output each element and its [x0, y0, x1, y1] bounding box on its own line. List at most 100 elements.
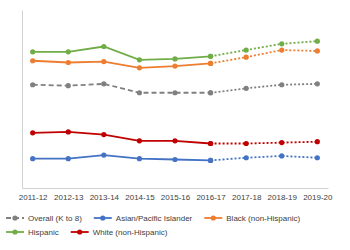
- series-marker: [30, 156, 35, 161]
- series-marker: [66, 60, 71, 65]
- series-line: [33, 46, 211, 59]
- x-tick: 2019-20: [303, 188, 333, 202]
- series-line: [211, 84, 318, 93]
- series-marker: [279, 82, 284, 87]
- x-tick-label: 2013-14: [90, 193, 120, 202]
- series-line: [33, 84, 211, 93]
- x-tick: 2016-17: [196, 188, 226, 202]
- series-marker: [208, 158, 213, 163]
- legend-item: Overall (K to 8): [6, 214, 82, 223]
- series-marker: [244, 86, 249, 91]
- series-marker: [172, 138, 177, 143]
- y-axis-line: [22, 11, 23, 189]
- series-line: [211, 41, 318, 56]
- legend-item: Black (non-Hispanic): [204, 214, 300, 223]
- legend-marker: [12, 215, 17, 220]
- series-marker: [30, 49, 35, 54]
- series-marker: [137, 156, 142, 161]
- x-tick: 2013-14: [90, 188, 120, 202]
- series-marker: [208, 141, 213, 146]
- series-marker: [101, 81, 106, 86]
- series-marker: [208, 61, 213, 66]
- series-marker: [172, 56, 177, 61]
- series-marker: [208, 158, 213, 163]
- series-marker: [208, 54, 213, 59]
- legend: Overall (K to 8) Asian/Pacific Islander Bl…: [6, 214, 300, 237]
- legend-label: Black (non-Hispanic): [226, 214, 300, 223]
- series-line: [211, 156, 318, 160]
- series-marker: [208, 90, 213, 95]
- x-tick-label: 2019-20: [303, 193, 333, 202]
- series-marker: [30, 58, 35, 63]
- series-line: [211, 142, 318, 144]
- x-tick-label: 2018-19: [268, 193, 298, 202]
- series-marker: [137, 90, 142, 95]
- series-line: [33, 132, 211, 144]
- series-marker: [101, 132, 106, 137]
- x-tick-label: 2016-17: [196, 193, 226, 202]
- legend-marker: [77, 229, 82, 234]
- x-tick: 2015-16: [161, 188, 191, 202]
- legend-label: White (non-Hispanic): [93, 228, 168, 237]
- series-marker: [137, 57, 142, 62]
- series-marker: [315, 48, 320, 53]
- series-marker: [244, 55, 249, 60]
- x-axis-line: [23, 188, 329, 189]
- series-marker: [66, 83, 71, 88]
- series-marker: [172, 90, 177, 95]
- series-marker: [101, 59, 106, 64]
- plot: 2011-12 2012-13 2013-14 2014-15 2015-16 2016-…: [19, 11, 333, 202]
- series-marker: [66, 156, 71, 161]
- series-marker: [30, 82, 35, 87]
- series-group: [30, 39, 320, 163]
- series-marker: [279, 153, 284, 158]
- x-tick: 2011-12: [19, 188, 48, 202]
- series-marker: [315, 155, 320, 160]
- legend-item: White (non-Hispanic): [71, 228, 168, 237]
- legend-label: Overall (K to 8): [28, 214, 82, 223]
- series-marker: [66, 129, 71, 134]
- series-marker: [208, 54, 213, 59]
- series-marker: [315, 139, 320, 144]
- series-marker: [279, 140, 284, 145]
- chart: 2011-12 2012-13 2013-14 2014-15 2015-16 2016-…: [0, 0, 350, 250]
- legend-marker: [12, 229, 17, 234]
- series-marker: [279, 47, 284, 52]
- series-marker: [208, 141, 213, 146]
- series-marker: [101, 152, 106, 157]
- series-marker: [208, 61, 213, 66]
- series-marker: [172, 63, 177, 68]
- series-line: [33, 61, 211, 68]
- x-tick: 2012-13: [54, 188, 84, 202]
- x-tick: 2018-19: [268, 188, 298, 202]
- series-marker: [208, 90, 213, 95]
- x-tick: 2014-15: [125, 188, 155, 202]
- legend-item: Hispanic: [6, 228, 59, 237]
- x-tick-label: 2014-15: [125, 193, 155, 202]
- y-axis: [22, 11, 23, 189]
- series-marker: [279, 41, 284, 46]
- series-marker: [66, 49, 71, 54]
- series-marker: [244, 155, 249, 160]
- series-line: [211, 50, 318, 63]
- x-tick-label: 2011-12: [19, 193, 48, 202]
- x-tick: 2017-18: [232, 188, 262, 202]
- x-tick-label: 2015-16: [161, 193, 191, 202]
- legend-label: Hispanic: [28, 228, 59, 237]
- legend-item: Asian/Pacific Islander: [94, 214, 193, 223]
- series-marker: [101, 44, 106, 49]
- series-marker: [244, 47, 249, 52]
- series-line: [33, 155, 211, 160]
- series-marker: [172, 157, 177, 162]
- series-marker: [315, 39, 320, 44]
- x-tick-label: 2017-18: [232, 193, 262, 202]
- series-marker: [30, 130, 35, 135]
- series-marker: [137, 65, 142, 70]
- x-axis: 2011-12 2012-13 2013-14 2014-15 2015-16 2016-…: [19, 188, 333, 202]
- x-tick-label: 2012-13: [54, 193, 84, 202]
- series-marker: [244, 141, 249, 146]
- series-marker: [315, 81, 320, 86]
- legend-marker: [100, 215, 105, 220]
- series-marker: [137, 138, 142, 143]
- legend-label: Asian/Pacific Islander: [116, 214, 193, 223]
